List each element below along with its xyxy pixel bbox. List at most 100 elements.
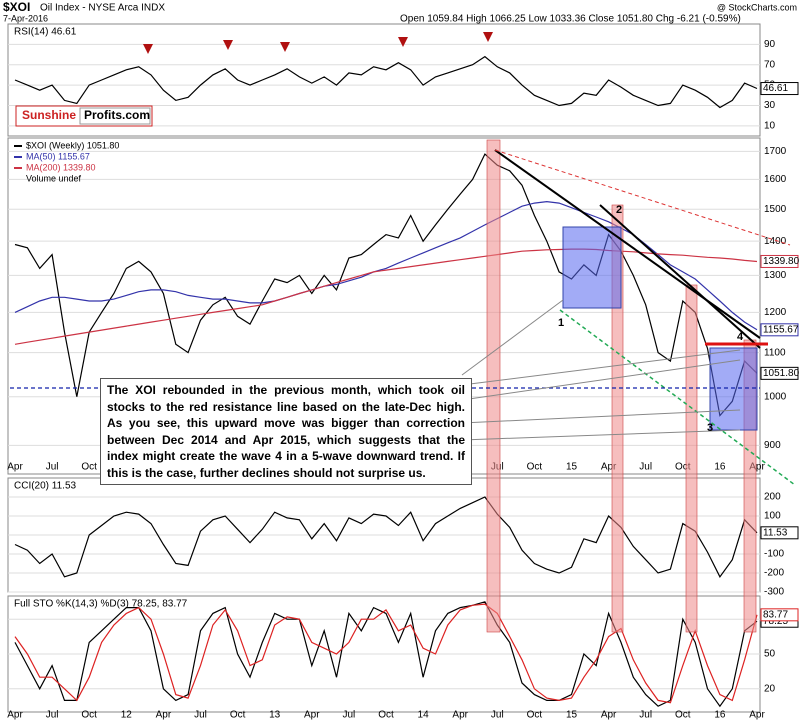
wave-label: 1 xyxy=(558,317,564,329)
value-tag-box xyxy=(760,323,799,337)
value-tag: 1051.80 xyxy=(763,368,800,379)
y-tick-label: 1100 xyxy=(764,347,786,358)
series-line xyxy=(14,603,758,704)
x-tick-label: 15 xyxy=(566,710,578,721)
value-tag-box xyxy=(760,608,799,622)
rsi-arrows xyxy=(143,32,493,54)
box xyxy=(562,226,622,309)
wave-label: 3 xyxy=(707,422,713,434)
x-tick-label: 16 xyxy=(714,462,726,473)
value-tag-box xyxy=(760,366,799,380)
highlight xyxy=(486,139,501,633)
wave-label: 2 xyxy=(616,204,622,216)
x-tick-label: Oct xyxy=(230,710,246,721)
x-tick-label: Apr xyxy=(156,710,172,721)
y-tick-label: 1700 xyxy=(764,146,787,157)
arrow xyxy=(143,44,153,54)
logo: Sunshine Profits.com xyxy=(15,105,153,127)
legend-label: $XOI (Weekly) 1051.80 xyxy=(26,140,119,150)
annotation: The XOI rebounded in the previous month,… xyxy=(100,378,472,485)
x-tick-label: Oct xyxy=(527,710,543,721)
trend-line xyxy=(494,149,791,246)
x-tick-label: Oct xyxy=(81,462,97,473)
logo-inner xyxy=(79,107,151,125)
panel: 205080Full STO %K(14,3) %D(3) 78.25, 83.… xyxy=(7,595,799,713)
legend-label: MA(200) 1339.80 xyxy=(26,162,96,172)
arrow xyxy=(223,40,233,50)
x-tick-label: Jul xyxy=(491,710,504,721)
y-tick-label: 70 xyxy=(764,59,776,70)
arrow xyxy=(483,32,493,42)
box xyxy=(709,347,758,431)
symbol: $XOI xyxy=(3,0,30,14)
value-tag: 83.77 xyxy=(763,609,788,620)
value-tag: 11.53 xyxy=(763,527,788,538)
credit: @ StockCharts.com xyxy=(717,2,797,12)
guide-line xyxy=(461,409,741,424)
x-tick-label: Jul xyxy=(639,710,652,721)
x-tick-label: Oct xyxy=(675,462,691,473)
x-tick-label: 15 xyxy=(566,462,578,473)
x-tick-label: Apr xyxy=(601,462,617,473)
y-tick-label: -300 xyxy=(764,587,784,598)
highlight xyxy=(611,204,624,633)
x-tick-label: Apr xyxy=(749,710,765,721)
trend-line xyxy=(599,204,761,349)
x-tick-label: Oct xyxy=(378,710,394,721)
value-tag: 46.61 xyxy=(763,83,788,94)
guide-line xyxy=(461,359,741,401)
trend-line xyxy=(494,149,761,339)
y-tick-label: 50 xyxy=(764,649,776,660)
panel-title: Full STO %K(14,3) %D(3) 78.25, 83.77 xyxy=(14,599,188,610)
y-tick-label: 1500 xyxy=(764,204,787,215)
y-tick-label: 1400 xyxy=(764,236,787,247)
y-tick-label: 10 xyxy=(764,120,776,131)
arrow xyxy=(398,37,408,47)
y-tick-label: -200 xyxy=(764,568,784,579)
x-tick-label: Oct xyxy=(527,462,543,473)
x-tick-label: Apr xyxy=(7,462,23,473)
x-tick-label: Jul xyxy=(46,462,59,473)
y-tick-label: 1000 xyxy=(764,391,787,402)
value-tag-box xyxy=(760,526,799,540)
x-tick-label: 12 xyxy=(121,710,133,721)
x-tick-label: 13 xyxy=(269,710,281,721)
series-line xyxy=(14,153,758,417)
y-tick-label: 90 xyxy=(764,39,776,50)
wave-boxes xyxy=(562,226,758,431)
y-tick-label: 1600 xyxy=(764,174,787,185)
x-tick-label: 16 xyxy=(714,710,726,721)
x-tick-label: Apr xyxy=(304,710,320,721)
x-tick-label: Jul xyxy=(639,462,652,473)
series-line xyxy=(14,496,758,578)
x-tick-label: Apr xyxy=(749,462,765,473)
value-tag-box xyxy=(760,254,799,268)
panel-title: RSI(14) 46.61 xyxy=(14,27,77,38)
y-tick-label: -100 xyxy=(764,549,784,560)
y-tick-label: 900 xyxy=(764,440,781,451)
guide-line xyxy=(461,429,741,441)
y-tick-label: 1200 xyxy=(764,307,787,318)
value-tag: 1155.67 xyxy=(763,324,799,335)
legend-label: Volume undef xyxy=(26,173,82,183)
wave-label: 4 xyxy=(737,331,744,343)
panel-title: CCI(20) 11.53 xyxy=(14,481,77,492)
logo-right: Profits.com xyxy=(84,108,150,122)
y-tick-label: 20 xyxy=(764,683,776,694)
highlight xyxy=(685,284,698,633)
value-tag: 78.25 xyxy=(763,616,788,627)
x-tick-label: Apr xyxy=(601,710,617,721)
series-line xyxy=(14,248,758,345)
arrow xyxy=(280,42,290,52)
value-tag-box xyxy=(760,82,799,96)
x-tick-label: 14 xyxy=(418,710,430,721)
y-tick-label: 200 xyxy=(764,492,781,503)
panels: 1030507090RSI(14) 46.6146.61900100011001… xyxy=(7,23,800,721)
guide-line xyxy=(461,349,741,386)
series-line xyxy=(14,55,758,109)
index-name: Oil Index - NYSE Arca INDX xyxy=(40,3,165,14)
x-tick-label: Jul xyxy=(194,710,207,721)
